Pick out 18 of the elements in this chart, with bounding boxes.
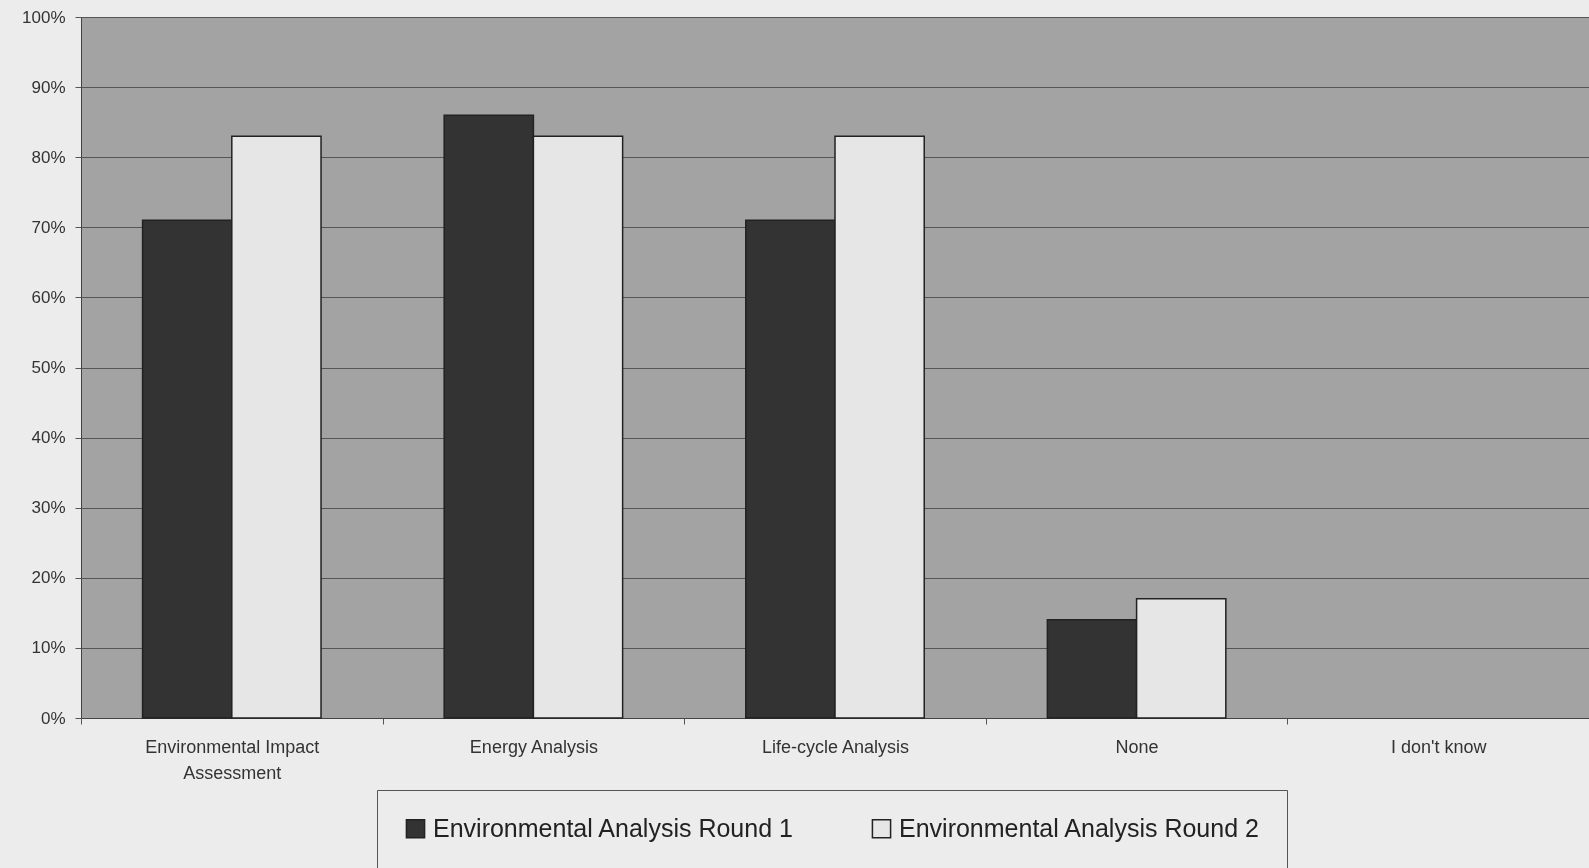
- y-tick-label: 80%: [31, 147, 66, 167]
- legend-label: Environmental Analysis Round 1: [433, 813, 793, 842]
- legend-label: Environmental Analysis Round 2: [899, 813, 1259, 842]
- x-tick-label: Life-cycle Analysis: [761, 736, 910, 757]
- y-tick-label: 30%: [31, 498, 66, 518]
- y-tick-label: 40%: [31, 428, 66, 448]
- y-tick-label: 90%: [31, 77, 66, 97]
- x-tick-label: Energy Analysis: [469, 736, 598, 757]
- x-tick-label: I don't know: [1390, 736, 1488, 757]
- y-tick-label: 50%: [31, 358, 66, 377]
- y-tick-label: 10%: [31, 638, 66, 658]
- y-tick-label: 60%: [31, 287, 66, 307]
- x-tick-label: None: [1115, 736, 1159, 757]
- y-tick-label: 0%: [40, 708, 66, 728]
- y-tick-label: 70%: [31, 217, 66, 237]
- x-tick-label: Environmental Impact Assessment: [145, 736, 320, 783]
- y-tick-label: 20%: [31, 568, 66, 588]
- y-tick-label: 100%: [22, 7, 66, 27]
